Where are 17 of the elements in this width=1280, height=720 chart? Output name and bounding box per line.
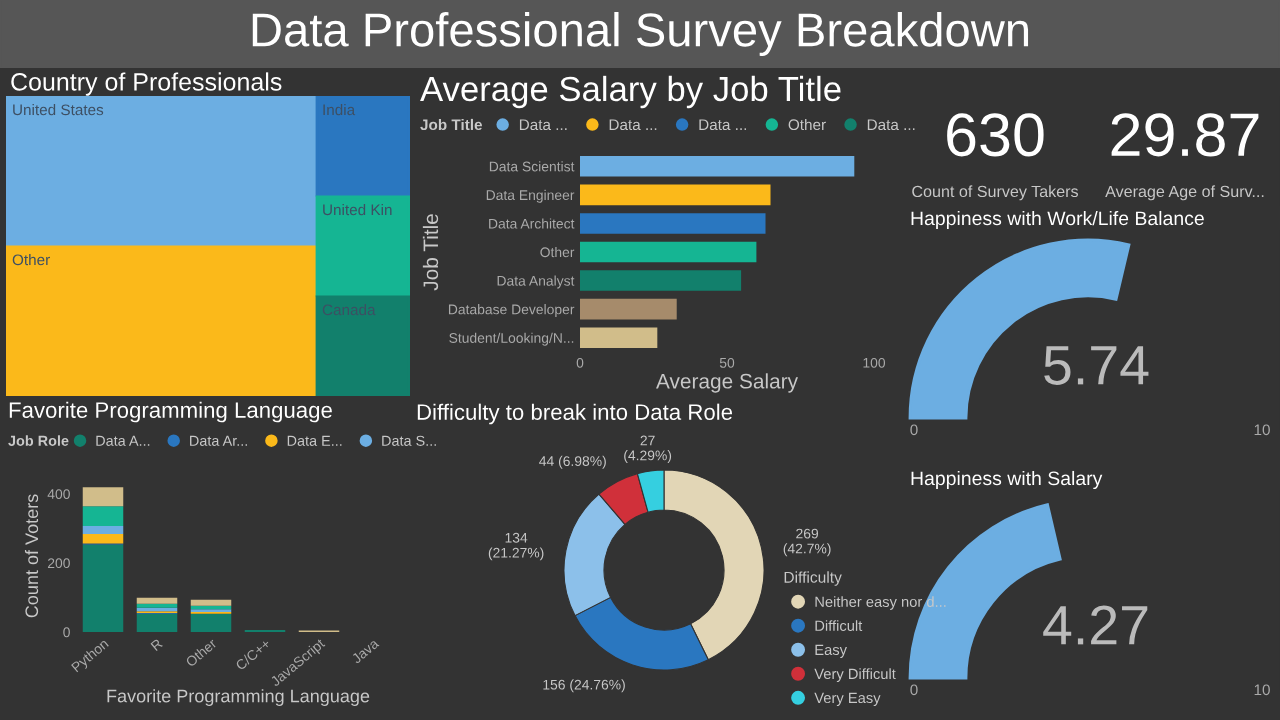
chart-title: Average Salary by Job Title <box>420 75 841 109</box>
text: 5.74 <box>1044 346 1149 385</box>
chart-title: Difficulty to break into Data Role <box>417 403 733 425</box>
text: Happiness with Work/Life Balance <box>911 210 1204 230</box>
text: 630 <box>947 113 1044 157</box>
text: Country of Professionals <box>11 72 282 96</box>
text: 29.87 <box>1111 113 1259 157</box>
x-axis-title: Favorite Programming Language <box>107 689 370 706</box>
text: 4.27 <box>1043 605 1148 645</box>
text: Count of Survey Takers <box>912 185 1079 201</box>
y-axis-title: Job Title <box>422 214 439 291</box>
text: Average Age of Surv... <box>1105 185 1264 201</box>
y-axis-title: Count of Voters <box>24 494 39 618</box>
text: Happiness with Salary <box>911 470 1103 490</box>
x-axis-title: Average Salary <box>656 373 798 393</box>
text: Data Professional Survey Breakdown <box>252 11 1029 57</box>
chart-title: Favorite Programming Language <box>9 401 332 423</box>
